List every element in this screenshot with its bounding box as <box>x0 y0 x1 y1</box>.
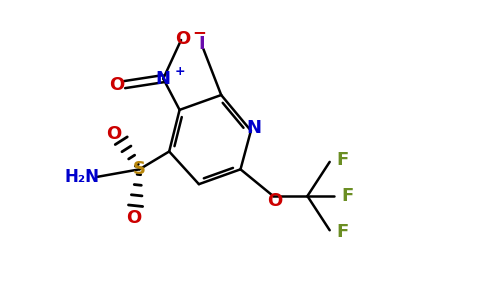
Text: N: N <box>246 119 261 137</box>
Text: O: O <box>267 191 282 209</box>
Text: F: F <box>336 223 348 241</box>
Text: F: F <box>342 187 354 205</box>
Text: I: I <box>198 35 205 53</box>
Text: −: − <box>193 23 207 41</box>
Text: O: O <box>109 76 125 94</box>
Text: +: + <box>174 65 185 78</box>
Text: F: F <box>336 152 348 169</box>
Text: O: O <box>175 29 190 47</box>
Text: N: N <box>156 70 171 88</box>
Text: O: O <box>106 125 122 143</box>
Text: O: O <box>126 209 141 227</box>
Text: H₂N: H₂N <box>64 168 99 186</box>
Text: S: S <box>133 160 146 178</box>
